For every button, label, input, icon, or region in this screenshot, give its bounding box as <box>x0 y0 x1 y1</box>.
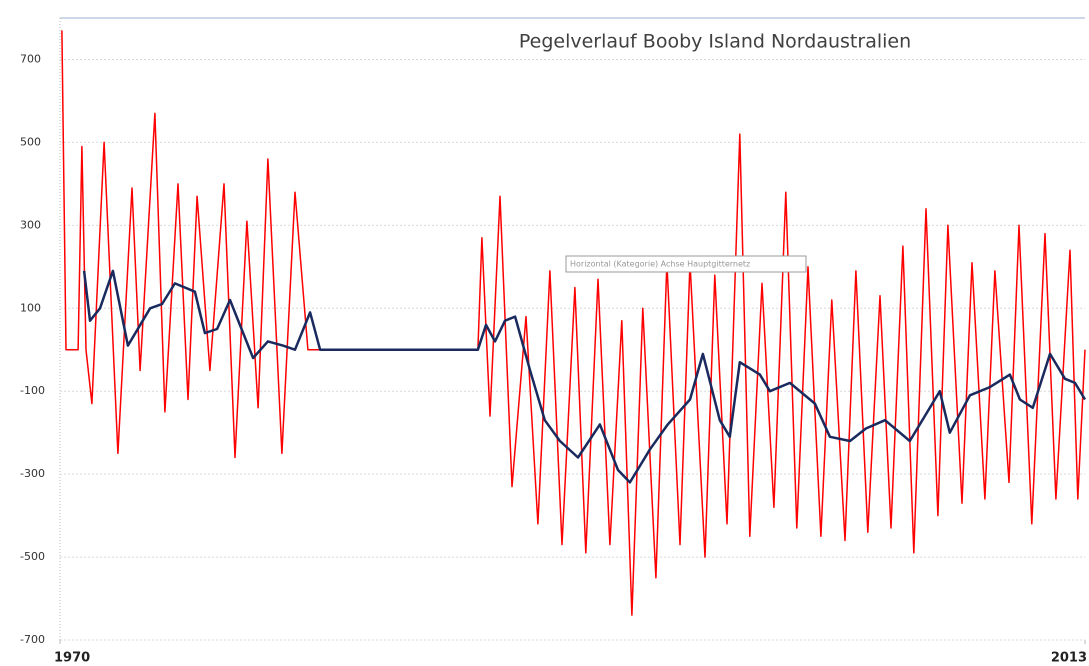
y-tick-label: 700 <box>20 52 41 65</box>
y-tick-label: -700 <box>20 633 45 646</box>
y-tick-label: -500 <box>20 550 45 563</box>
y-tick-label: 300 <box>20 218 41 231</box>
x-tick-label: 1970 <box>54 651 90 666</box>
y-tick-label: -300 <box>20 467 45 480</box>
tooltip-box <box>565 255 807 273</box>
y-tick-label: 100 <box>20 301 41 314</box>
y-tick-label: 500 <box>20 135 41 148</box>
tooltip: Horizontal (Kategorie) Achse Hauptgitter… <box>565 255 807 273</box>
y-tick-label: -100 <box>20 384 45 397</box>
chart-title: Pegelverlauf Booby Island Nordaustralien <box>519 31 911 53</box>
x-tick-label: 2013 <box>1051 651 1087 666</box>
series-line <box>82 269 1087 484</box>
series-line <box>61 30 1086 616</box>
tooltip-text: Horizontal (Kategorie) Achse Hauptgitter… <box>570 260 750 269</box>
